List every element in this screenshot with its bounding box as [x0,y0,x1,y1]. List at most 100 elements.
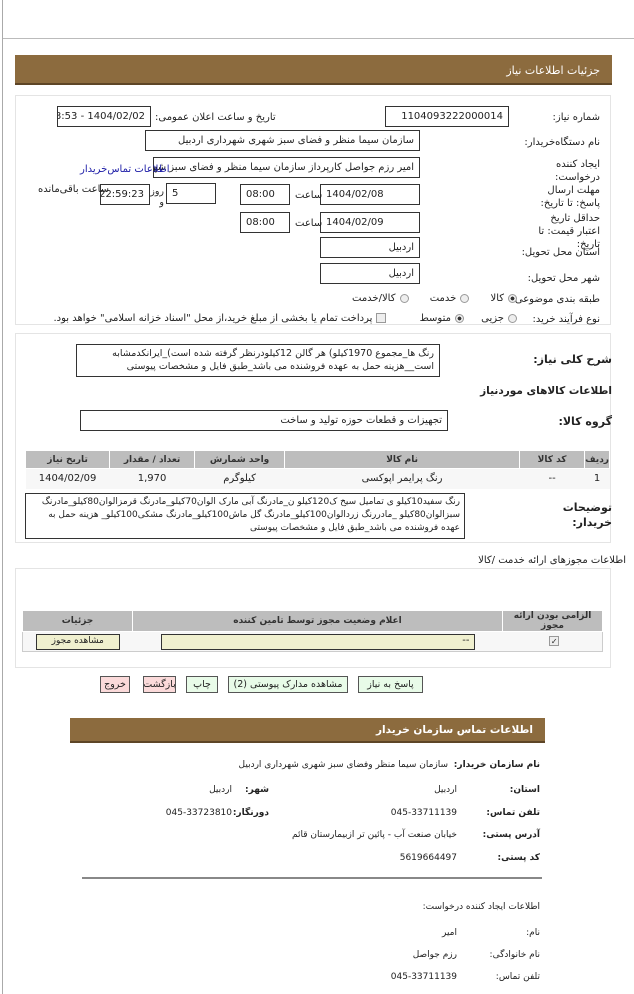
validity-time-value: 08:00 [246,217,275,228]
radio-medium[interactable]: متوسط [420,313,464,324]
contact-title: اطلاعات تماس سازمان خریدار [376,724,533,736]
goods-group-value: تجهیزات و قطعات حوزه تولید و ساخت [280,415,442,426]
need-number-field[interactable]: 1104093222000014 [385,106,509,127]
buyer-org-label: نام دستگاه‌خریدار: [524,137,600,148]
buyer-org-field[interactable]: سازمان سیما منظر و فضای سبز شهری شهرداری… [145,130,420,151]
col-required: الزامی بودن ارائه مجوز [502,610,603,632]
contact-fax-label: دورنگار: [232,808,269,818]
description-box: رنگ ها_مجموع 1970کیلو) هر گالن 12کیلودرن… [76,344,440,377]
top-divider [3,38,634,39]
province-field[interactable]: اردبیل [320,237,420,258]
col-row: ردیف [584,450,610,469]
cell-unit: کیلوگرم [194,468,285,489]
deadline-time-value: 08:00 [246,189,275,200]
col-name: نام کالا [284,450,521,469]
goods-group-field: تجهیزات و قطعات حوزه تولید و ساخت [80,410,448,431]
attachments-button[interactable]: مشاهده مدارک پیوستی (2) [228,676,348,693]
cell-row: 1 [584,468,610,489]
category-radio-group: کالا خدمت کالا/خدمت [352,293,517,304]
validity-date-field[interactable]: 1404/02/09 [320,212,420,233]
contact-city-value: اردبیل [209,785,232,795]
days-value: 5 [172,188,179,199]
exit-button[interactable]: خروج [100,676,130,693]
permits-table: الزامی بودن ارائه مجوز اعلام وضعیت مجوز … [22,610,603,652]
contact-postal-label: کد پستی: [497,853,540,863]
status-cell: -- [132,631,503,652]
deadline-date-value: 1404/02/08 [326,189,384,200]
permit-status-field[interactable]: -- [160,633,475,650]
buyer-org-value: سازمان سیما منظر و فضای سبز شهری شهرداری… [178,135,414,146]
col-unit: واحد شمارش [194,450,286,469]
contact-header-bar: اطلاعات تماس سازمان خریدار [70,718,545,743]
radio-service-label: خدمت [429,293,457,304]
deadline-time-field[interactable]: 08:00 [240,184,290,205]
permits-title: اطلاعات مجوزهای ارائه خدمت /کالا [478,555,626,566]
process-label: نوع فرآیند خرید: [532,314,601,325]
contact-province-label: استان: [509,785,540,795]
radio-goods[interactable]: کالا [490,293,517,304]
contact-address-value: خیابان صنعت آب - پائین تر ازبیمارستان قا… [292,830,457,840]
print-button[interactable]: چاپ [186,676,218,693]
contact-city-label: شهر: [245,785,269,795]
goods-table-header: ردیف کد کالا نام کالا واحد شمارش تعداد /… [24,450,610,469]
remaining-value: 22:59:23 [100,189,144,200]
view-permit-button[interactable]: مشاهده مجوز [36,633,120,650]
radio-minor[interactable]: جزیی [481,313,517,324]
province-value: اردبیل [388,242,414,253]
need-number-value: 1104093222000014 [401,111,503,122]
reply-button[interactable]: پاسخ به نیاز [358,676,423,693]
radio-goods-label: کالا [490,293,504,304]
required-checkbox[interactable]: ✓ [549,636,560,646]
days-label: روز و [150,186,164,208]
treasury-note: پرداخت تمام یا بخشی از مبلغ خرید،از محل … [53,313,373,324]
validity-date-value: 1404/02/09 [326,217,384,228]
creator-name-value: امیر [441,928,457,938]
city-value: اردبیل [388,268,414,279]
creator-field[interactable]: امیر رزم جواصل کارپرداز سازمان سیما منظر… [153,157,420,178]
validity-time-field[interactable]: 08:00 [240,212,290,233]
col-details: جزئیات [22,610,133,632]
city-label: شهر محل تحویل: [527,273,600,284]
contact-postal-value: 5619664497 [399,853,457,863]
creator-value: امیر رزم جواصل کارپرداز سازمان سیما منظر… [153,162,414,173]
description-label: شرح کلی نیاز: [533,353,612,366]
buyer-notes-label: توضیحات خریدار: [562,501,612,529]
days-remaining-field: 5 [166,183,216,204]
required-checkbox-cell: ✓ [502,631,603,652]
process-radio-group: جزیی متوسط پرداخت تمام یا بخشی از مبلغ خ… [53,313,517,324]
radio-service[interactable]: خدمت [430,293,470,304]
deadline-label: مهلت ارسال پاسخ: تا تاریخ: [540,185,601,209]
time-remaining-field: 22:59:23 [100,184,150,205]
goods-title: اطلاعات کالاهای موردنیاز [480,385,612,397]
contact-phone-label: تلفن تماس: [486,808,540,818]
city-field[interactable]: اردبیل [320,263,420,284]
org-label: نام سازمان خریدار: [453,760,540,770]
col-qty: تعداد / مقدار [109,450,196,469]
radio-goods-service-label: کالا/خدمت [352,293,396,304]
radio-goods-service[interactable]: کالا/خدمت [352,293,409,304]
goods-table: ردیف کد کالا نام کالا واحد شمارش تعداد /… [24,450,610,489]
announce-field[interactable]: 1404/02/02 - 08:53 [57,106,151,127]
creator-name-label: نام: [526,928,540,938]
deadline-time-label: ساعت [295,190,323,201]
category-label: طبقه بندی موضوعی: [511,294,600,305]
table-row: 1 -- رنگ پرایمر اپوکسی کیلوگرم 1,970 140… [25,468,610,489]
goods-group-label: گروه کالا: [558,415,612,428]
announce-label: تاریخ و ساعت اعلان عمومی: [155,112,276,123]
radio-medium-label: متوسط [419,313,451,324]
contact-address-label: آدرس پستی: [482,830,540,840]
creator-label: ایجاد کننده درخواست: [555,159,600,183]
deadline-date-field[interactable]: 1404/02/08 [320,184,420,205]
creator-info-title: اطلاعات ایجاد کننده درخواست: [422,902,540,912]
treasury-checkbox[interactable]: پرداخت تمام یا بخشی از مبلغ خرید،از محل … [53,313,387,324]
need-number-label: شماره نیاز: [552,112,601,123]
org-value: سازمان سیما منظر وفضای سبز شهری شهرداری … [238,760,449,770]
buyer-contact-link[interactable]: اطلاعات تماس‌خریدار [80,164,170,175]
validity-time-label: ساعت [295,218,323,229]
creator-family-value: رزم جواصل [412,950,457,960]
cell-qty: 1,970 [109,468,195,489]
page-title: جزئیات اطلاعات نیاز [506,64,600,77]
province-label: استان محل تحویل: [521,247,600,258]
back-button[interactable]: بازگشت [143,676,176,693]
announce-value: 1404/02/02 - 08:53 [58,111,145,122]
